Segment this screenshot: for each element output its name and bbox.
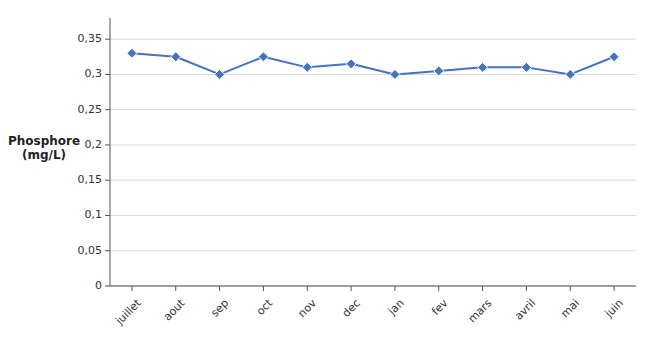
marker	[127, 48, 137, 58]
marker	[434, 66, 444, 76]
x-axis: juillet aoutsep octnovdecjanfevmars avrilma…	[110, 286, 636, 328]
marker	[521, 62, 531, 72]
chart: 0 0,05 0,1 0,15 0,2 0,25 0,3 0,35 juillet aoutsep…	[0, 0, 658, 358]
line	[132, 53, 614, 74]
marker	[171, 52, 181, 62]
y-tick	[105, 74, 110, 75]
grid-line	[110, 250, 636, 251]
y-tick	[105, 144, 110, 145]
x-tick	[394, 286, 395, 291]
x-tick-label: mars	[466, 296, 495, 325]
marker	[302, 62, 312, 72]
series	[127, 48, 619, 79]
grid-line	[110, 286, 636, 287]
y-tick	[105, 286, 110, 287]
grid-line	[110, 215, 636, 216]
y-axis-label: Phosphore(mg/L)	[8, 134, 80, 162]
grid-line	[110, 39, 636, 40]
x-tick	[526, 286, 527, 291]
x-tick-label: dec	[340, 297, 363, 320]
x-tick-label: juillet	[112, 296, 144, 328]
x-tick	[219, 286, 220, 291]
marker	[609, 52, 619, 62]
x-tick-label: nov	[296, 296, 320, 320]
grid-line	[110, 144, 636, 145]
y-tick-label: 0,15	[78, 173, 103, 186]
y-axis: 0 0,05 0,1 0,15 0,2 0,25 0,3 0,35	[78, 18, 111, 292]
x-tick	[482, 286, 483, 291]
grid-line	[110, 74, 636, 75]
grid	[110, 39, 636, 286]
y-tick-label: 0,3	[85, 67, 103, 80]
x-tick-label: fev	[429, 296, 451, 318]
marker	[478, 62, 488, 72]
marker	[390, 69, 400, 79]
x-tick-label: sep	[208, 297, 231, 320]
y-tick	[105, 39, 110, 40]
x-tick	[351, 286, 352, 291]
x-tick	[307, 286, 308, 291]
x-tick-label: mai	[558, 297, 582, 321]
y-tick-label: 0,25	[78, 103, 103, 116]
y-axis-label-line: Phosphore	[8, 134, 80, 148]
y-tick	[105, 180, 110, 181]
x-tick	[263, 286, 264, 291]
y-tick	[105, 215, 110, 216]
x-tick	[614, 286, 615, 291]
x-tick-label: oct	[254, 296, 276, 318]
y-tick-label: 0,35	[78, 32, 103, 45]
y-tick	[105, 109, 110, 110]
y-axis-line	[110, 18, 111, 286]
marker	[565, 69, 575, 79]
grid-line	[110, 109, 636, 110]
marker	[215, 69, 225, 79]
x-tick-label: avril	[512, 297, 538, 323]
y-tick-label: 0,2	[85, 138, 103, 151]
x-axis-line	[110, 286, 636, 287]
y-tick	[105, 250, 110, 251]
y-tick-label: 0,05	[78, 244, 103, 257]
y-axis-label-line: (mg/L)	[22, 148, 66, 162]
y-tick-label: 0,1	[85, 208, 103, 221]
marker	[346, 59, 356, 69]
x-tick	[131, 286, 132, 291]
x-tick	[175, 286, 176, 291]
x-tick-label: jan	[385, 297, 407, 319]
grid-line	[110, 180, 636, 181]
x-tick-label: juin	[602, 297, 626, 321]
y-tick-label: 0	[95, 279, 102, 292]
x-tick	[438, 286, 439, 291]
marker	[258, 52, 268, 62]
x-tick	[570, 286, 571, 291]
x-tick-label: aout	[161, 296, 188, 323]
